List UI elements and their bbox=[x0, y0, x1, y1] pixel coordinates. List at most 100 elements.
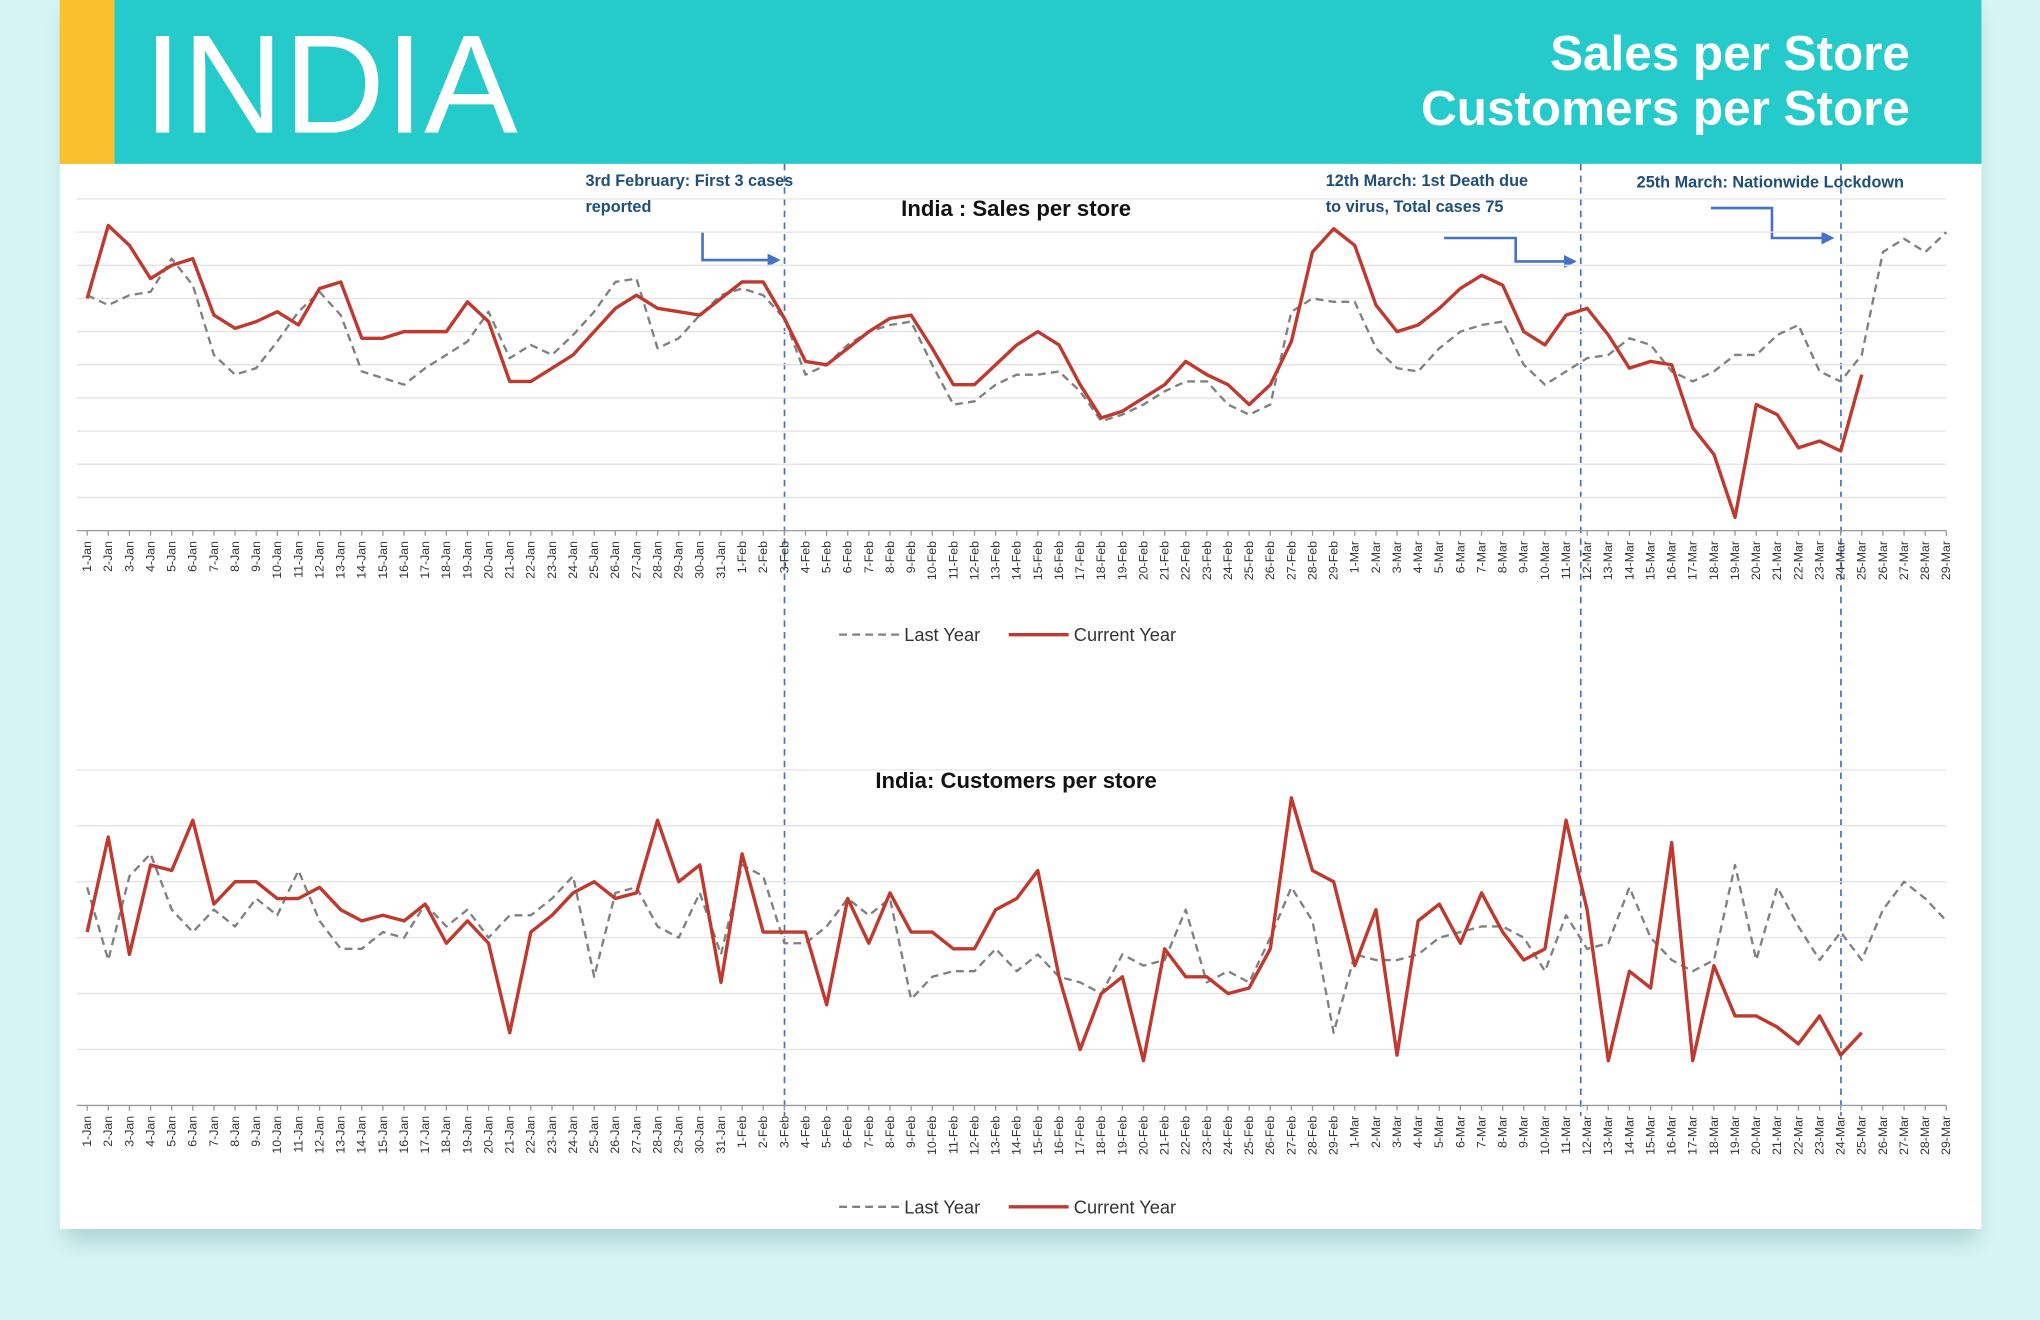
x-tick-label: 1-Mar bbox=[1348, 541, 1362, 573]
arrow bbox=[701, 231, 781, 267]
x-tick-label: 7-Jan bbox=[207, 541, 221, 572]
x-tick-label: 8-Jan bbox=[228, 541, 242, 572]
x-tick-label: 20-Feb bbox=[1136, 541, 1150, 580]
x-tick-label: 30-Jan bbox=[693, 1116, 707, 1154]
header-subtitle: Customers per Store bbox=[1421, 81, 1910, 136]
event-lines bbox=[783, 163, 1842, 1116]
x-tick-label: 17-Feb bbox=[1073, 1116, 1087, 1155]
x-tick-label: 21-Mar bbox=[1770, 1116, 1784, 1155]
x-tick-label: 18-Jan bbox=[439, 1116, 453, 1154]
x-tick-label: 29-Feb bbox=[1327, 1116, 1341, 1155]
x-tick-label: 1-Feb bbox=[735, 1116, 749, 1148]
x-tick-label: 28-Feb bbox=[1305, 1116, 1319, 1155]
x-tick-label: 16-Mar bbox=[1665, 1116, 1679, 1155]
x-tick-label: 25-Jan bbox=[587, 541, 601, 579]
x-tick-label: 15-Feb bbox=[1031, 1116, 1045, 1155]
x-tick-label: 27-Mar bbox=[1897, 541, 1911, 580]
x-tick-label: 3-Mar bbox=[1390, 541, 1404, 573]
x-tick-label: 26-Feb bbox=[1263, 541, 1277, 580]
x-tick-label: 10-Feb bbox=[925, 541, 939, 580]
x-tick-label: 16-Jan bbox=[397, 541, 411, 579]
x-tick-label: 17-Mar bbox=[1686, 541, 1700, 580]
x-tick-label: 16-Jan bbox=[397, 1116, 411, 1154]
x-tick-label: 22-Mar bbox=[1791, 541, 1805, 580]
x-tick-label: 14-Feb bbox=[1010, 1116, 1024, 1155]
arrows bbox=[701, 206, 1835, 268]
x-tick-label: 15-Mar bbox=[1643, 541, 1657, 580]
x-tick-label: 13-Mar bbox=[1601, 541, 1615, 580]
x-tick-label: 13-Jan bbox=[334, 541, 348, 579]
x-tick-label: 1-Jan bbox=[80, 541, 94, 572]
x-tick-label: 1-Jan bbox=[80, 1116, 94, 1147]
x-tick-label: 21-Jan bbox=[503, 1116, 517, 1154]
x-tick-label: 27-Mar bbox=[1897, 1116, 1911, 1155]
x-tick-label: 12-Mar bbox=[1580, 1116, 1594, 1155]
x-tick-label: 12-Jan bbox=[312, 541, 326, 579]
x-tick-label: 3-Feb bbox=[777, 1116, 791, 1148]
series-line bbox=[86, 852, 1948, 1034]
header-accent bbox=[59, 0, 115, 164]
x-tick-label: 18-Feb bbox=[1094, 541, 1108, 580]
x-tick-label: 27-Feb bbox=[1284, 1116, 1298, 1155]
x-tick-label: 15-Jan bbox=[376, 541, 390, 579]
x-tick-label: 29-Feb bbox=[1327, 541, 1341, 580]
x-tick-label: 1-Mar bbox=[1348, 1116, 1362, 1148]
x-tick-label: 21-Mar bbox=[1770, 541, 1784, 580]
x-tick-label: 4-Feb bbox=[798, 1116, 812, 1148]
x-tick-label: 23-Jan bbox=[545, 541, 559, 579]
annotation: 3rd February: First 3 cases bbox=[585, 172, 793, 190]
x-tick-label: 21-Jan bbox=[503, 541, 517, 579]
x-tick-label: 9-Mar bbox=[1517, 541, 1531, 573]
x-tick-label: 23-Mar bbox=[1812, 541, 1826, 580]
series-line bbox=[86, 231, 1948, 423]
x-tick-label: 31-Jan bbox=[714, 1116, 728, 1154]
x-tick-label: 13-Feb bbox=[989, 541, 1003, 580]
x-tick-label: 23-Feb bbox=[1200, 541, 1214, 580]
x-tick-label: 14-Jan bbox=[355, 1116, 369, 1154]
x-tick-label: 5-Jan bbox=[165, 541, 179, 572]
x-tick-label: 29-Mar bbox=[1939, 1116, 1953, 1155]
x-tick-label: 20-Feb bbox=[1136, 1116, 1150, 1155]
x-tick-label: 7-Jan bbox=[207, 1116, 221, 1147]
x-tick-label: 15-Mar bbox=[1643, 1116, 1657, 1155]
x-tick-label: 15-Jan bbox=[376, 1116, 390, 1154]
x-tick-label: 26-Mar bbox=[1876, 541, 1890, 580]
x-tick-label: 6-Feb bbox=[841, 1116, 855, 1148]
x-tick-label: 19-Mar bbox=[1728, 1116, 1742, 1155]
x-tick-label: 5-Feb bbox=[820, 541, 834, 573]
x-tick-label: 19-Jan bbox=[460, 1116, 474, 1154]
x-tick-label: 25-Feb bbox=[1242, 541, 1256, 580]
x-tick-label: 8-Mar bbox=[1496, 541, 1510, 573]
x-tick-label: 29-Mar bbox=[1939, 541, 1953, 580]
x-tick-label: 25-Mar bbox=[1855, 1116, 1869, 1155]
x-tick-label: 26-Mar bbox=[1876, 1116, 1890, 1155]
chart-title: India: Customers per store bbox=[875, 768, 1156, 793]
x-tick-label: 26-Feb bbox=[1263, 1116, 1277, 1155]
x-tick-label: 12-Mar bbox=[1580, 541, 1594, 580]
x-tick-label: 7-Mar bbox=[1474, 541, 1488, 573]
x-tick-label: 28-Jan bbox=[650, 541, 664, 579]
x-tick-label: 22-Jan bbox=[524, 1116, 538, 1154]
x-tick-label: 23-Mar bbox=[1812, 1116, 1826, 1155]
legend-label: Current Year bbox=[1074, 1197, 1176, 1217]
x-tick-label: 30-Jan bbox=[693, 541, 707, 579]
annotation: 12th March: 1st Death due bbox=[1326, 172, 1528, 190]
x-tick-label: 2-Feb bbox=[756, 1116, 770, 1148]
x-tick-label: 10-Jan bbox=[270, 1116, 284, 1154]
x-tick-label: 25-Jan bbox=[587, 1116, 601, 1154]
x-tick-label: 26-Jan bbox=[608, 1116, 622, 1154]
x-tick-label: 21-Feb bbox=[1158, 1116, 1172, 1155]
x-tick-label: 24-Jan bbox=[566, 541, 580, 579]
x-tick-label: 18-Feb bbox=[1094, 1116, 1108, 1155]
x-tick-label: 12-Feb bbox=[967, 1116, 981, 1155]
x-tick-label: 20-Mar bbox=[1749, 1116, 1763, 1155]
panel bbox=[59, 0, 1982, 1229]
x-tick-label: 10-Feb bbox=[925, 1116, 939, 1155]
x-tick-label: 18-Mar bbox=[1707, 541, 1721, 580]
x-tick-label: 10-Jan bbox=[270, 541, 284, 579]
x-tick-label: 20-Mar bbox=[1749, 541, 1763, 580]
x-tick-label: 5-Jan bbox=[165, 1116, 179, 1147]
x-tick-label: 6-Jan bbox=[186, 541, 200, 572]
x-tick-label: 24-Feb bbox=[1221, 541, 1235, 580]
